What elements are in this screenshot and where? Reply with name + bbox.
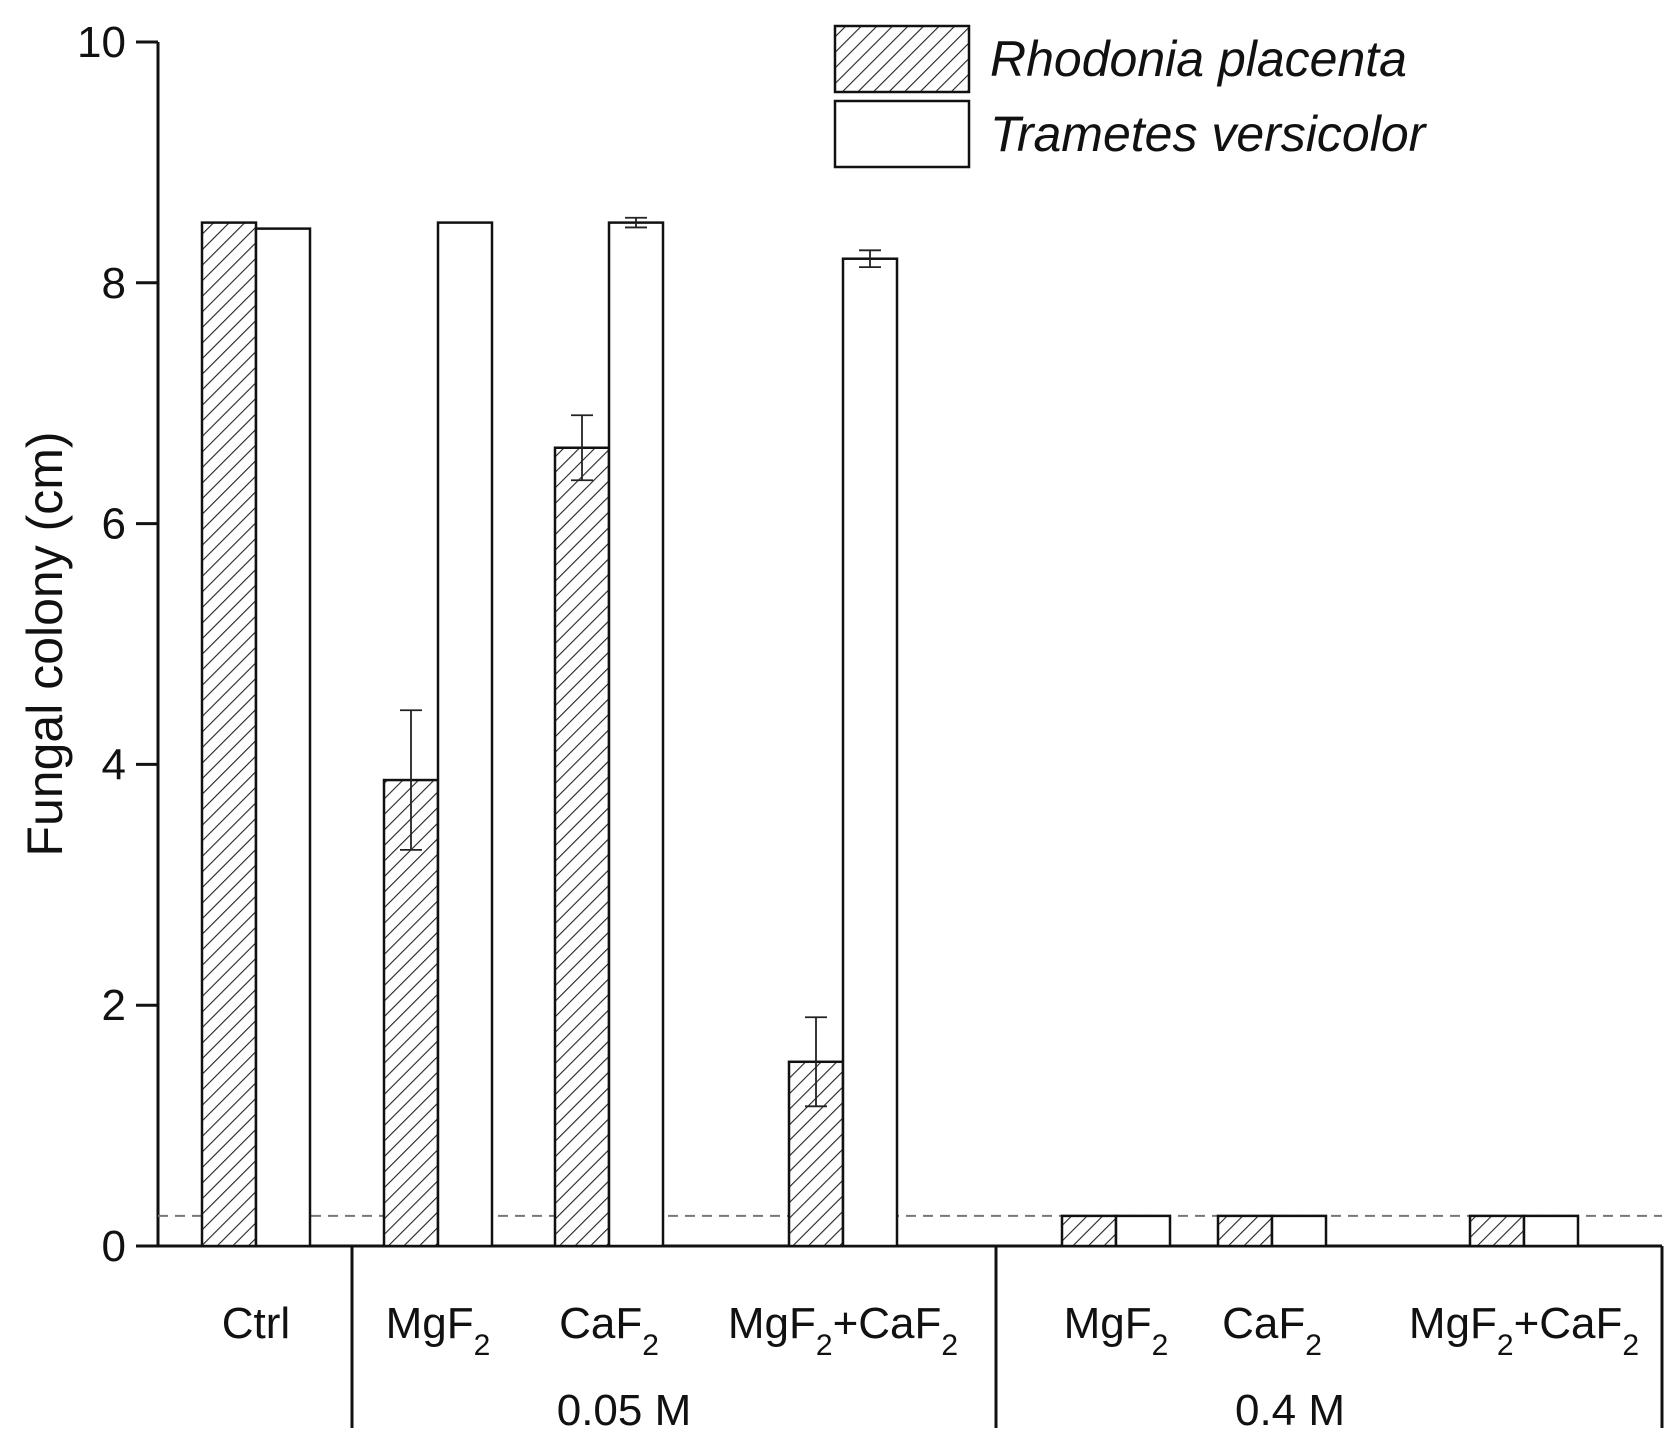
y-axis-title: Fungal colony (cm): [17, 431, 73, 856]
group-label: 0.4 M: [1235, 1386, 1345, 1432]
bar-trametes: [254, 227, 312, 1248]
bar-rhodonia: [1216, 1214, 1274, 1248]
bar-trametes: [841, 257, 899, 1248]
x-tick-label: MgF2+CaF2: [728, 1299, 958, 1362]
x-tick-label: CaF2: [559, 1299, 659, 1362]
bar-rhodonia: [1060, 1214, 1118, 1248]
y-tick-label: 10: [77, 18, 126, 67]
x-tick-label: Ctrl: [222, 1299, 290, 1348]
x-tick-label: CaF2: [1222, 1299, 1322, 1362]
bar-trametes: [1522, 1214, 1580, 1248]
bar-trametes: [1270, 1214, 1328, 1248]
bar-trametes: [1114, 1214, 1172, 1248]
bar-trametes: [436, 221, 494, 1248]
y-tick-label: 8: [102, 259, 126, 308]
x-tick-label: MgF2: [1064, 1299, 1169, 1362]
bar-rhodonia: [200, 221, 258, 1248]
x-tick-label: MgF2: [386, 1299, 491, 1362]
bar-rhodonia: [1468, 1214, 1526, 1248]
legend-swatch-rhodonia: [833, 24, 971, 94]
legend-label-rhodonia: Rhodonia placenta: [990, 31, 1407, 87]
y-tick-label: 0: [102, 1222, 126, 1271]
x-tick-label: MgF2+CaF2: [1409, 1299, 1639, 1362]
legend: Rhodonia placenta Trametes versicolor: [833, 24, 1428, 169]
y-tick-label: 6: [102, 500, 126, 549]
group-label: 0.05 M: [557, 1386, 692, 1432]
bar-trametes: [607, 221, 665, 1248]
bar-rhodonia: [382, 778, 440, 1248]
bar-rhodonia: [553, 446, 611, 1248]
y-tick-label: 2: [102, 981, 126, 1030]
legend-swatch-trametes: [833, 99, 971, 169]
legend-label-trametes: Trametes versicolor: [990, 106, 1428, 162]
y-tick-label: 4: [102, 740, 126, 789]
